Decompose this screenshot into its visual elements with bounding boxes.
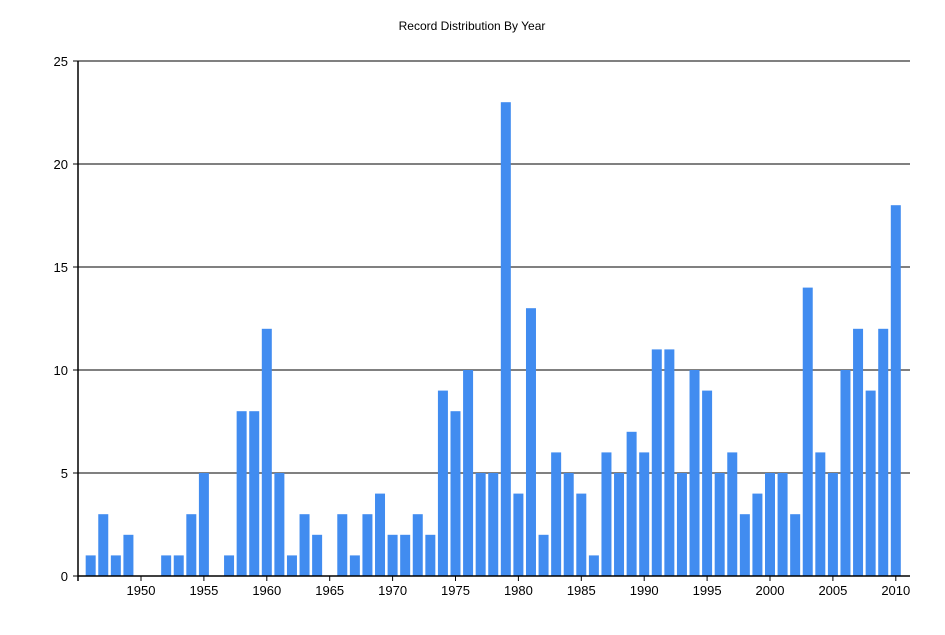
x-tick-label: 1970 [378, 583, 407, 598]
bar-1972 [412, 514, 423, 576]
bar-1987 [601, 452, 612, 576]
bar-1957 [224, 555, 235, 576]
bar-1960 [261, 328, 272, 576]
x-tick-label: 1950 [127, 583, 156, 598]
bar-2005 [827, 473, 838, 576]
y-tick-label: 25 [54, 54, 68, 69]
bar-1974 [437, 390, 448, 576]
bar-1968 [362, 514, 373, 576]
bar-1948 [110, 555, 121, 576]
bar-2003 [802, 287, 813, 576]
bar-1959 [249, 411, 260, 576]
bar-1963 [299, 514, 310, 576]
x-tick-label: 2000 [756, 583, 785, 598]
bar-2004 [815, 452, 826, 576]
bar-1966 [337, 514, 348, 576]
bar-1996 [714, 473, 725, 576]
bar-1971 [400, 534, 411, 576]
bar-1989 [626, 431, 637, 576]
bar-1954 [186, 514, 197, 576]
bar-1985 [576, 493, 587, 576]
x-tick-label: 1960 [252, 583, 281, 598]
x-tick-label: 2010 [881, 583, 910, 598]
bar-1993 [676, 473, 687, 576]
bar-1969 [375, 493, 386, 576]
bar-1994 [689, 370, 700, 576]
bar-1970 [387, 534, 398, 576]
bar-1991 [651, 349, 662, 576]
bar-1975 [450, 411, 461, 576]
bar-1978 [488, 473, 499, 576]
bar-1958 [236, 411, 247, 576]
bar-1981 [525, 308, 536, 576]
bar-1955 [198, 473, 209, 576]
y-tick-label: 20 [54, 157, 68, 172]
bar-1982 [538, 534, 549, 576]
bar-1977 [475, 473, 486, 576]
bar-2007 [853, 328, 864, 576]
bar-1979 [500, 102, 511, 576]
bar-1976 [463, 370, 474, 576]
bar-1997 [727, 452, 738, 576]
x-tick-label: 1975 [441, 583, 470, 598]
bar-2002 [790, 514, 801, 576]
x-tick-label: 1990 [630, 583, 659, 598]
bar-1980 [513, 493, 524, 576]
bar-1998 [739, 514, 750, 576]
y-tick-label: 10 [54, 363, 68, 378]
bar-1992 [664, 349, 675, 576]
x-tick-label: 1965 [315, 583, 344, 598]
bar-1995 [702, 390, 713, 576]
bar-2006 [840, 370, 851, 576]
bar-1949 [123, 534, 134, 576]
bar-2008 [865, 390, 876, 576]
bar-1988 [614, 473, 625, 576]
bar-1946 [85, 555, 96, 576]
bar-1986 [588, 555, 599, 576]
y-tick-label: 5 [61, 466, 68, 481]
bar-2009 [878, 328, 889, 576]
x-tick-label: 1955 [189, 583, 218, 598]
bar-1990 [639, 452, 650, 576]
x-tick-label: 1980 [504, 583, 533, 598]
bar-1964 [312, 534, 323, 576]
bar-1953 [173, 555, 184, 576]
bar-1947 [98, 514, 109, 576]
bar-1961 [274, 473, 285, 576]
x-tick-label: 2005 [818, 583, 847, 598]
bar-1962 [286, 555, 297, 576]
x-tick-label: 1985 [567, 583, 596, 598]
bar-1984 [563, 473, 574, 576]
bar-1967 [349, 555, 360, 576]
bar-2010 [890, 205, 901, 576]
x-tick-label: 1995 [693, 583, 722, 598]
bar-2000 [765, 473, 775, 576]
bar-1983 [551, 452, 562, 576]
bar-1973 [425, 534, 436, 576]
bar-2001 [777, 473, 788, 576]
bar-1999 [752, 493, 763, 576]
y-tick-label: 0 [61, 569, 68, 584]
bar-1952 [161, 555, 172, 576]
chart-title: Record Distribution By Year [399, 19, 546, 33]
y-tick-label: 15 [54, 260, 68, 275]
